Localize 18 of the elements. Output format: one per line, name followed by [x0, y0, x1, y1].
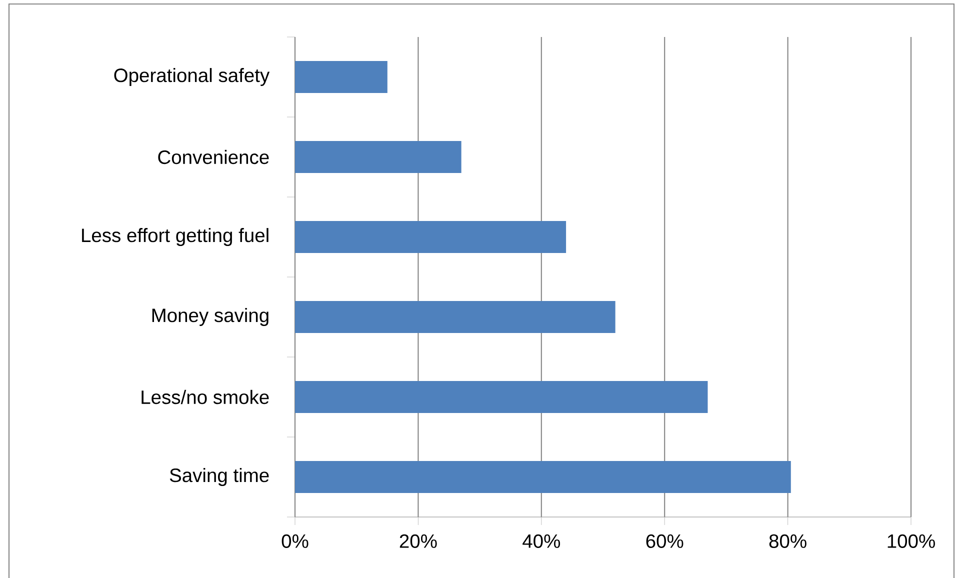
- x-tick-label: 20%: [400, 534, 437, 548]
- y-tick-label: Saving time: [170, 468, 269, 486]
- bar: [295, 461, 791, 494]
- x-tick-label: 60%: [646, 534, 684, 548]
- bar: [295, 221, 566, 254]
- y-tick-label: Money saving: [152, 308, 268, 326]
- y-tick-label: Less effort getting fuel: [82, 228, 268, 246]
- y-tick-label: Convenience: [158, 150, 269, 164]
- bar: [295, 61, 388, 93]
- y-tick-label: Operational safety: [114, 68, 270, 86]
- x-tick-label: 80%: [769, 534, 806, 548]
- bar: [295, 141, 462, 174]
- x-tick-label: 100%: [888, 534, 935, 548]
- bar: [295, 381, 708, 414]
- bar: [295, 301, 616, 334]
- y-tick-label: Less/no smoke: [142, 390, 269, 404]
- x-tick-label: 40%: [522, 534, 560, 548]
- x-tick-label: 0%: [282, 534, 308, 548]
